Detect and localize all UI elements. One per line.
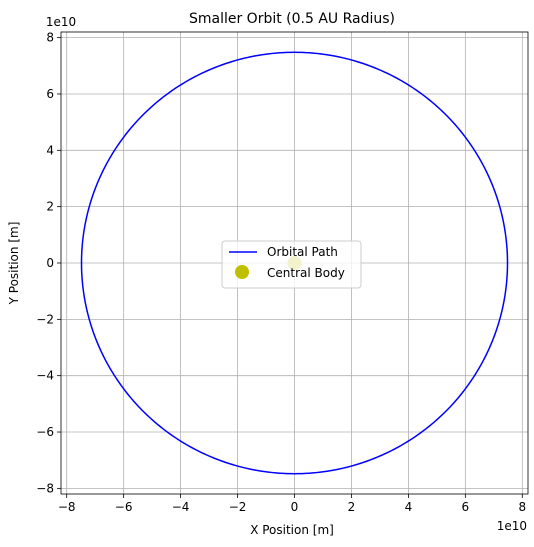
y-tick-label: 4 — [46, 143, 54, 157]
x-tick-label: 4 — [405, 500, 413, 514]
y-tick-label: −8 — [36, 481, 54, 495]
x-axis-ticks: −8 −6 −4 −2 0 2 4 6 8 — [58, 494, 526, 514]
y-axis-label: Y Position [m] — [7, 222, 21, 306]
x-tick-label: −4 — [172, 500, 190, 514]
x-tick-label: 0 — [291, 500, 299, 514]
x-tick-label: −8 — [58, 500, 76, 514]
legend-orbital-path-label: Orbital Path — [267, 245, 338, 259]
x-axis-offset-text: 1e10 — [497, 519, 527, 533]
y-tick-label: −6 — [36, 425, 54, 439]
legend: Orbital Path Central Body — [221, 240, 362, 289]
orbital-path-line — [80, 51, 509, 475]
y-tick-label: −2 — [36, 312, 54, 326]
y-axis-offset-text: 1e10 — [46, 15, 76, 29]
y-tick-label: 8 — [46, 31, 54, 45]
x-tick-label: 2 — [348, 500, 356, 514]
x-tick-label: −6 — [115, 500, 133, 514]
y-tick-label: −4 — [36, 369, 54, 383]
y-tick-label: 6 — [46, 87, 54, 101]
chart-title: Smaller Orbit (0.5 AU Radius) — [189, 11, 395, 27]
y-tick-label: 2 — [46, 200, 54, 214]
x-tick-label: −2 — [229, 500, 247, 514]
legend-central-body-swatch — [235, 265, 249, 279]
x-tick-label: 6 — [462, 500, 470, 514]
x-axis-label: X Position [m] — [250, 523, 334, 537]
legend-central-body-label: Central Body — [267, 266, 345, 280]
y-axis-ticks: −8 −6 −4 −2 0 2 4 6 8 — [36, 31, 61, 495]
y-tick-label: 0 — [46, 256, 54, 270]
x-tick-label: 8 — [518, 500, 526, 514]
